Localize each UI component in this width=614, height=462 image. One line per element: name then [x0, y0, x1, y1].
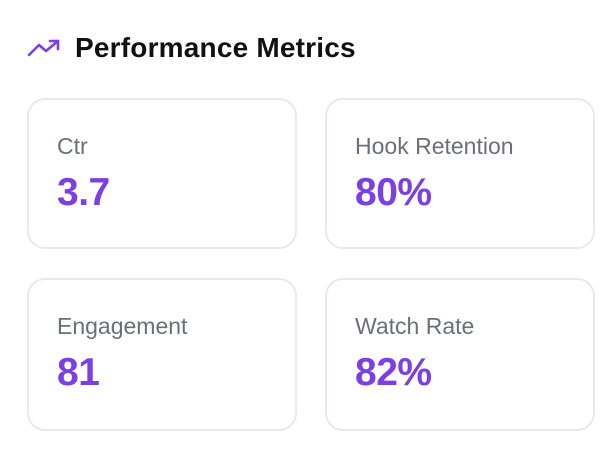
metric-label: Watch Rate	[355, 313, 475, 339]
metric-card-ctr: Ctr 3.7	[27, 98, 297, 249]
metric-label: Hook Retention	[355, 133, 514, 159]
metric-card-engagement: Engagement 81	[27, 278, 297, 431]
metric-value: 80%	[355, 171, 432, 214]
trending-up-icon	[27, 39, 60, 57]
panel-header: Performance Metrics	[27, 30, 356, 66]
metric-value: 82%	[355, 351, 432, 394]
metric-label: Engagement	[57, 313, 188, 339]
metric-card-hook-retention: Hook Retention 80%	[325, 98, 595, 249]
metric-card-watch-rate: Watch Rate 82%	[325, 278, 595, 431]
metric-value: 81	[57, 351, 100, 394]
metric-value: 3.7	[57, 171, 110, 214]
metric-label: Ctr	[57, 133, 88, 159]
panel-title: Performance Metrics	[75, 32, 356, 63]
